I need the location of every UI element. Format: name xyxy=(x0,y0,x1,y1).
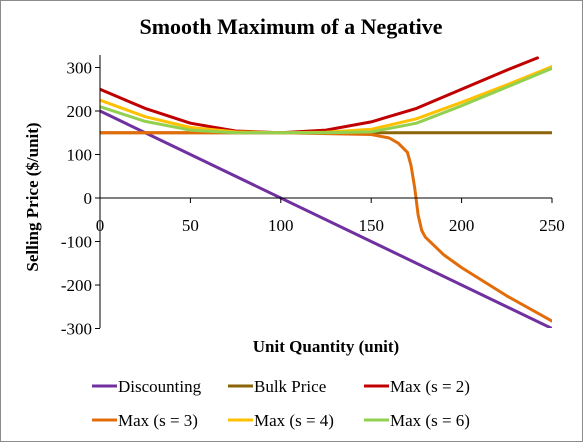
series-line-max-s-2 xyxy=(100,56,539,135)
x-tick-label: 100 xyxy=(268,216,294,235)
legend-label: Max (s = 3) xyxy=(118,411,198,430)
y-tick-label: 300 xyxy=(67,59,93,78)
y-tick-label: 0 xyxy=(84,189,93,208)
legend-label: Max (s = 2) xyxy=(390,377,470,396)
x-axis-title: Unit Quantity (unit) xyxy=(253,337,399,356)
series-line-discounting xyxy=(100,109,552,328)
y-axis-title: Selling Price ($/unit) xyxy=(23,122,42,271)
y-tick-label: -200 xyxy=(61,276,92,295)
series-layer xyxy=(100,56,552,328)
x-tick-label: 250 xyxy=(539,216,565,235)
legend-label: Bulk Price xyxy=(254,377,326,396)
chart-title: Smooth Maximum of a Negative xyxy=(139,14,442,39)
x-tick-label: 200 xyxy=(449,216,475,235)
x-tick-label: 150 xyxy=(358,216,384,235)
series-line-max-s-3 xyxy=(100,131,552,323)
axes-layer xyxy=(95,55,553,329)
x-tick-label: 50 xyxy=(182,216,199,235)
legend-label: Max (s = 6) xyxy=(390,411,470,430)
y-tick-label: -300 xyxy=(61,320,92,339)
x-tick-label: 0 xyxy=(96,216,105,235)
y-tick-label: -100 xyxy=(61,233,92,252)
series-line-max-s-6 xyxy=(100,66,552,135)
legend-label: Max (s = 4) xyxy=(254,411,334,430)
legend-label: Discounting xyxy=(118,377,202,396)
legend: Discounting Bulk Price Max (s = 2) Max (s =… xyxy=(92,377,470,430)
y-tick-label: 200 xyxy=(67,102,93,121)
y-tick-label: 100 xyxy=(67,146,93,165)
series-line-max-s-4 xyxy=(100,65,552,135)
